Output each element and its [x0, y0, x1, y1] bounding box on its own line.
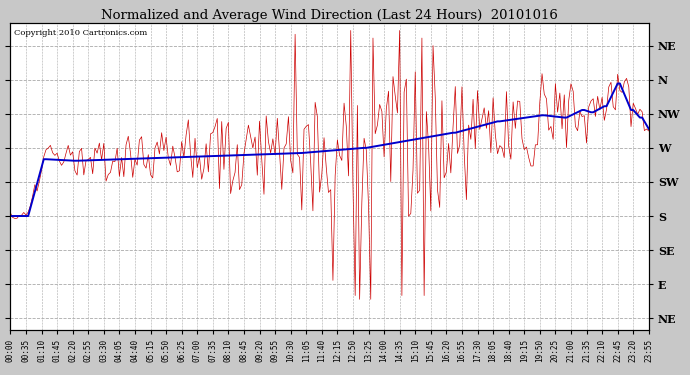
- Text: Copyright 2010 Cartronics.com: Copyright 2010 Cartronics.com: [14, 29, 147, 37]
- Title: Normalized and Average Wind Direction (Last 24 Hours)  20101016: Normalized and Average Wind Direction (L…: [101, 9, 558, 22]
